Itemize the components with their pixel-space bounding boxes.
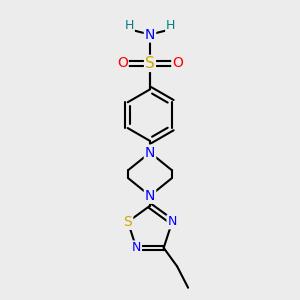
- Text: N: N: [145, 28, 155, 41]
- Text: O: O: [172, 56, 183, 70]
- Text: S: S: [124, 215, 132, 229]
- Text: H: H: [166, 19, 176, 32]
- Text: N: N: [145, 146, 155, 160]
- Text: N: N: [167, 215, 177, 228]
- Text: N: N: [132, 242, 141, 254]
- Text: H: H: [124, 19, 134, 32]
- Text: O: O: [117, 56, 128, 70]
- Text: N: N: [145, 189, 155, 203]
- Text: S: S: [145, 56, 155, 71]
